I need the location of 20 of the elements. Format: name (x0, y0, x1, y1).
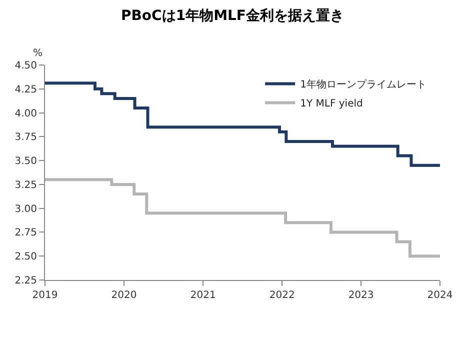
y-axis-title: % (33, 48, 43, 59)
legend-label: 1Y MLF yield (300, 98, 363, 110)
y-tick-label: 2.50 (14, 252, 37, 263)
y-tick-label: 2.25 (14, 276, 37, 286)
x-tick-label: 2023 (348, 290, 374, 301)
y-tick-label: 3.25 (14, 180, 37, 191)
x-tick-label: 2024 (427, 290, 453, 301)
x-tick-label: 2020 (111, 290, 137, 301)
y-tick-label: 3.00 (14, 204, 37, 215)
x-tick-label: 2019 (32, 290, 58, 301)
x-tick-label: 2022 (269, 290, 295, 301)
y-tick-label: 4.50 (14, 60, 37, 72)
legend-label: 1年物ローンプライムレート (300, 78, 426, 91)
x-tick-label: 2021 (190, 290, 216, 301)
y-tick-label: 4.00 (14, 108, 37, 120)
chart-title: PBoCは1年物MLF金利を据え置き (121, 8, 344, 24)
y-tick-label: 4.25 (14, 84, 37, 96)
y-tick-label: 3.75 (14, 132, 37, 144)
y-tick-label: 3.50 (14, 156, 37, 168)
y-tick-label: 2.75 (14, 228, 37, 239)
